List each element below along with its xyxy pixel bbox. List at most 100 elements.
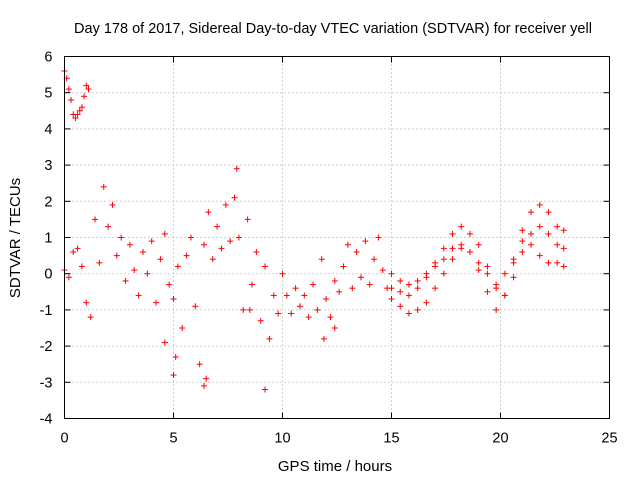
data-point — [449, 245, 456, 252]
data-point — [139, 248, 146, 255]
y-tick-label: 0 — [44, 267, 52, 283]
data-point — [78, 104, 85, 111]
y-tick-label: 5 — [44, 86, 52, 102]
data-point — [235, 234, 242, 241]
data-point — [475, 267, 482, 274]
data-point — [510, 274, 517, 281]
y-tick-label: -1 — [40, 303, 53, 319]
data-point — [209, 256, 216, 263]
data-point — [81, 93, 88, 100]
data-point — [144, 270, 151, 277]
data-point — [292, 285, 299, 292]
data-point — [458, 241, 465, 248]
data-point — [357, 274, 364, 281]
data-point — [397, 303, 404, 310]
data-point — [423, 299, 430, 306]
data-point — [118, 234, 125, 241]
data-point — [440, 245, 447, 252]
data-point — [493, 281, 500, 288]
data-point — [166, 281, 173, 288]
data-point — [113, 252, 120, 259]
data-point — [397, 288, 404, 295]
data-point — [301, 292, 308, 299]
data-point — [414, 285, 421, 292]
data-point — [375, 234, 382, 241]
data-point — [349, 285, 356, 292]
data-point — [501, 270, 508, 277]
data-point — [475, 259, 482, 266]
data-point — [270, 292, 277, 299]
data-point — [449, 256, 456, 263]
data-point — [323, 296, 330, 303]
data-point — [379, 267, 386, 274]
data-point — [126, 241, 133, 248]
data-point — [405, 310, 412, 317]
data-point — [244, 216, 251, 223]
data-point — [174, 263, 181, 270]
data-point — [554, 223, 561, 230]
data-point — [70, 248, 77, 255]
data-point — [440, 270, 447, 277]
data-point — [336, 288, 343, 295]
data-point — [170, 372, 177, 379]
data-point — [331, 325, 338, 331]
data-point — [545, 259, 552, 266]
data-point — [296, 303, 303, 310]
data-point — [362, 238, 369, 245]
y-tick-label: 2 — [44, 194, 52, 210]
data-point — [554, 241, 561, 248]
data-point — [536, 201, 543, 208]
data-point — [388, 285, 395, 292]
data-point — [205, 209, 212, 216]
data-point — [484, 270, 491, 277]
data-point — [109, 201, 116, 208]
data-point — [233, 165, 240, 172]
data-point — [68, 96, 75, 103]
data-point — [92, 216, 99, 223]
x-tick-label: 10 — [274, 431, 290, 447]
data-point — [135, 292, 142, 299]
data-point — [76, 107, 83, 114]
data-point — [187, 234, 194, 241]
x-tick-label: 25 — [601, 431, 617, 447]
data-point — [65, 274, 72, 281]
data-point — [74, 111, 81, 118]
x-tick-label: 5 — [169, 431, 177, 447]
data-point — [246, 306, 253, 313]
y-tick-label: 6 — [44, 50, 52, 66]
data-point — [262, 263, 269, 270]
data-point — [222, 201, 229, 208]
data-point — [218, 245, 225, 252]
data-point — [331, 277, 338, 284]
grid-lines — [64, 56, 610, 419]
data-point — [240, 306, 247, 313]
data-point — [388, 296, 395, 303]
data-point — [227, 238, 234, 245]
data-point — [231, 194, 238, 201]
data-point — [305, 314, 312, 321]
data-point — [153, 299, 160, 306]
data-point — [275, 310, 282, 317]
data-points — [61, 67, 567, 393]
data-point — [560, 227, 567, 234]
data-point — [536, 252, 543, 259]
data-point — [366, 281, 373, 288]
data-point — [161, 230, 168, 237]
data-point — [279, 270, 286, 277]
data-point — [545, 230, 552, 237]
data-point — [201, 241, 208, 248]
data-point — [172, 353, 179, 360]
x-axis-label: GPS time / hours — [278, 458, 392, 475]
data-point — [560, 245, 567, 252]
data-point — [131, 267, 138, 274]
data-point — [196, 361, 203, 368]
data-point — [484, 288, 491, 295]
chart-title: Day 178 of 2017, Sidereal Day-to-day VTE… — [74, 21, 592, 37]
data-point — [484, 263, 491, 270]
data-point — [528, 209, 535, 216]
data-point — [105, 223, 112, 230]
data-point — [78, 263, 85, 270]
data-point — [65, 86, 72, 93]
data-point — [87, 314, 94, 321]
